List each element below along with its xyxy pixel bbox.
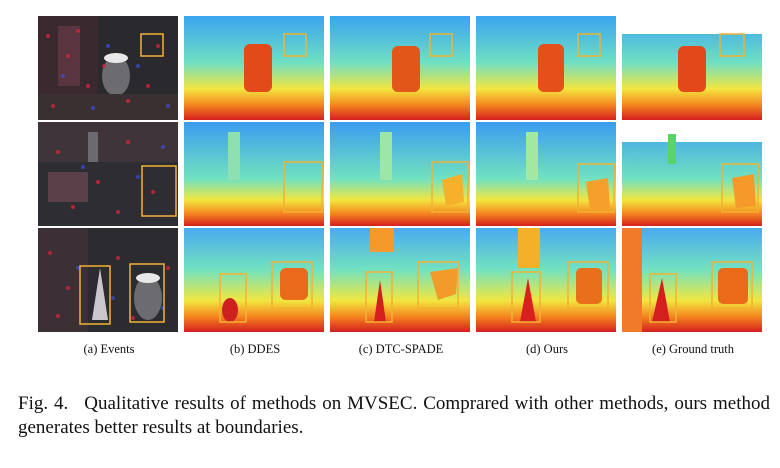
highlight-box [721,163,759,213]
ours-depth-row2 [476,122,616,226]
ddes-depth-row3 [184,228,324,332]
highlight-box [365,271,393,323]
highlight-box [567,261,609,309]
highlight-box [577,33,601,57]
gt-depth-row3 [622,228,762,332]
dtc-depth-row3 [330,228,470,332]
dtc-depth-row2 [330,122,470,226]
highlight-box [141,165,177,217]
highlight-box [140,33,164,57]
column-label-dtc-spade: (c) DTC-SPADE [358,342,444,356]
ours-depth-row1 [476,16,616,120]
highlight-box [577,163,615,213]
dtc-depth-row1 [330,16,470,120]
column-label-events: (a) Events [83,342,135,356]
highlight-box [79,265,111,325]
column-label-ddes: (b) DDES [229,342,281,356]
highlight-box [429,33,453,57]
highlight-box [219,273,247,323]
highlight-box [283,161,323,213]
events-image-row3 [38,228,178,332]
highlight-box [129,263,165,323]
highlight-box [649,273,677,323]
column-label-ours: (d) Ours [525,342,568,356]
events-image-row2 [38,122,178,226]
highlight-box [417,261,459,309]
caption-text: Qualitative results of methods on MVSEC.… [18,393,770,438]
column-label-ground-truth: (e) Ground truth [652,342,734,356]
highlight-box [431,161,469,213]
highlight-box [711,261,753,309]
highlight-box [283,33,307,57]
events-image-row1 [38,16,178,120]
highlight-box [511,271,541,323]
ddes-depth-row2 [184,122,324,226]
figure-caption: Fig. 4. Qualitative results of methods on… [18,392,770,440]
ours-depth-row3 [476,228,616,332]
gt-depth-row1 [622,16,762,120]
figure-number: Fig. 4. [18,393,69,414]
highlight-box [719,33,745,57]
highlight-box [271,261,313,309]
gt-depth-row2 [622,122,762,226]
ddes-depth-row1 [184,16,324,120]
